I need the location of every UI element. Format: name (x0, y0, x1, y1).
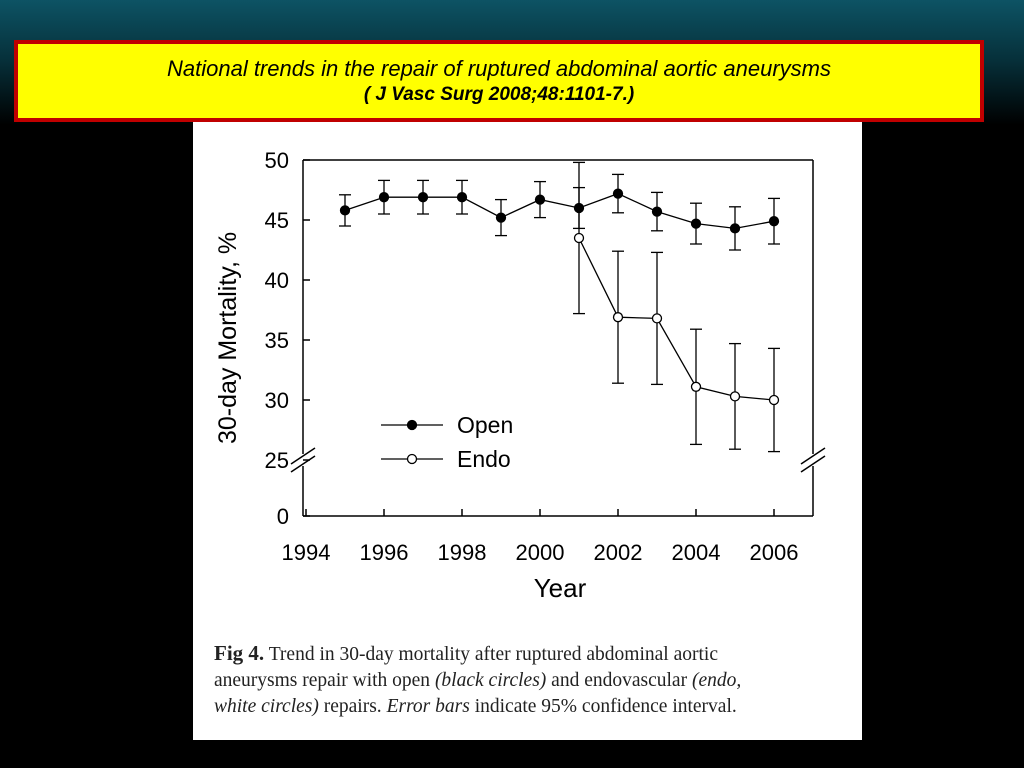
data-point (534, 194, 546, 205)
caption-text: aneurysms repair with open (214, 670, 435, 691)
x-tick-label: 1994 (282, 540, 331, 565)
y-tick-label: 50 (265, 148, 289, 173)
data-point (417, 192, 429, 203)
x-tick-label: 2002 (594, 540, 643, 565)
x-tick-label: 2000 (516, 540, 565, 565)
y-axis-label: 30-day Mortality, % (214, 232, 242, 444)
legend-label: Open (457, 412, 513, 438)
figure-caption: Fig 4. Trend in 30-day mortality after r… (214, 640, 854, 720)
data-point (729, 223, 741, 234)
data-point (573, 232, 585, 244)
x-tick-label: 1996 (360, 540, 409, 565)
data-point (339, 205, 351, 216)
axis-break (290, 455, 316, 473)
x-tick-label: 2006 (750, 540, 799, 565)
x-tick-label: 1998 (438, 540, 487, 565)
x-axis-label: Year (534, 573, 587, 603)
caption-line: white circles) repairs. Error bars indic… (214, 694, 854, 720)
axis-break (800, 455, 826, 473)
caption-text: and endovascular (546, 670, 692, 691)
legend-marker (406, 453, 418, 465)
caption-text: indicate 95% confidence interval. (469, 696, 737, 717)
data-point (690, 218, 702, 229)
title-banner: National trends in the repair of rupture… (14, 40, 984, 122)
data-point (768, 216, 780, 227)
caption-text: (black circles) (434, 670, 547, 691)
data-point (690, 381, 702, 392)
citation: ( J Vasc Surg 2008;48:1101-7.) (363, 84, 635, 105)
axis-break (800, 447, 826, 465)
data-point (456, 192, 468, 203)
data-point (651, 313, 663, 324)
legend-label: Endo (457, 446, 511, 472)
series-line (344, 192, 775, 230)
caption-text: Trend in 30-day mortality after ruptured… (264, 644, 718, 665)
caption-text: (endo, (691, 670, 742, 691)
y-tick-label: 40 (265, 268, 289, 293)
caption-text: repairs. (318, 696, 387, 717)
data-point (612, 188, 624, 199)
y-tick-label: 25 (265, 448, 289, 473)
y-tick-label: 30 (265, 388, 289, 413)
axis-break (290, 447, 316, 465)
chart: Year 30-day Mortality, % 0 25 30 35 40 45 50 19… (214, 148, 826, 603)
data-point (651, 206, 663, 217)
slide-title: National trends in the repair of rupture… (166, 56, 832, 81)
caption-line: Fig 4. Trend in 30-day mortality after r… (214, 640, 854, 668)
data-point (612, 312, 624, 323)
y-tick-label: 45 (265, 208, 289, 233)
y-tick-label: 35 (265, 328, 289, 353)
caption-label: Fig 4. (214, 641, 265, 665)
x-tick-label: 2004 (672, 540, 721, 565)
y-tick-label: 0 (277, 504, 289, 529)
caption-text: white circles) (214, 696, 319, 717)
legend-marker (406, 419, 418, 431)
caption-line: aneurysms repair with open (black circle… (214, 668, 854, 694)
series-line (578, 237, 775, 401)
data-point (768, 394, 780, 406)
caption-text: Error bars (386, 696, 470, 717)
data-point (495, 212, 507, 223)
data-point (378, 192, 390, 203)
data-point (729, 391, 741, 402)
